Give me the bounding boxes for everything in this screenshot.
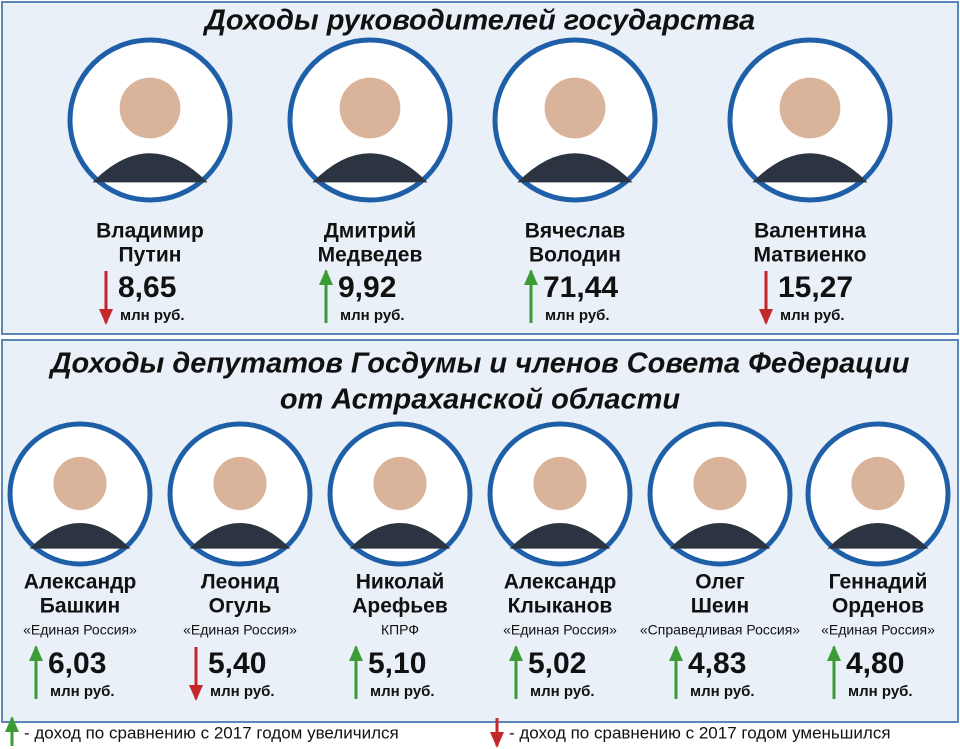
first-name: Олег (695, 571, 745, 594)
last-name: Шеин (691, 595, 749, 618)
party: КПРФ (381, 622, 419, 638)
arrow-head (759, 309, 773, 325)
arrow-up (524, 269, 538, 323)
arrow-head (5, 716, 19, 732)
income: 5,02 (528, 647, 586, 680)
arrow-down (99, 271, 113, 325)
first-name: Александр (24, 571, 137, 594)
arrow-up (349, 645, 363, 699)
last-name: Огуль (209, 595, 272, 618)
income-unit: млн руб. (530, 683, 595, 700)
photo-head (533, 456, 587, 511)
income: 9,92 (338, 271, 396, 304)
first-name: Александр (504, 571, 617, 594)
party: «Единая Россия» (821, 622, 935, 638)
first-name: Вячеслав (525, 220, 626, 243)
party: «Справедливая Россия» (640, 622, 800, 638)
income: 5,10 (368, 647, 426, 680)
party: «Единая Россия» (503, 622, 617, 638)
first-name: Геннадий (829, 571, 928, 594)
photo-head (851, 456, 905, 511)
income: 15,27 (778, 271, 853, 304)
income-unit: млн руб. (340, 307, 405, 324)
photo-body (92, 153, 208, 183)
photo-body (752, 153, 868, 183)
photo-body (669, 523, 771, 549)
photo-body (312, 153, 428, 183)
last-name: Клыканов (508, 595, 613, 618)
income-unit: млн руб. (120, 307, 185, 324)
arrow-head (509, 645, 523, 661)
last-name: Башкин (40, 595, 120, 618)
photo-head (119, 77, 181, 139)
arrow-head (99, 309, 113, 325)
income-unit: млн руб. (690, 683, 755, 700)
arrow-head (524, 269, 538, 285)
last-name: Путин (119, 244, 182, 267)
arrow-head (669, 645, 683, 661)
arrow-down (759, 271, 773, 325)
photo-head (213, 456, 267, 511)
photo-head (544, 77, 606, 139)
income: 8,65 (118, 271, 176, 304)
arrow-head (490, 732, 504, 748)
photo-body (349, 523, 451, 549)
arrow-up (669, 645, 683, 699)
photo-head (779, 77, 841, 139)
income-unit: млн руб. (210, 683, 275, 700)
first-name: Дмитрий (324, 220, 416, 243)
first-name: Валентина (754, 220, 866, 243)
photo-body (29, 523, 131, 549)
arrow-head (189, 685, 203, 701)
legend-up: - доход по сравнению с 2017 годом увелич… (24, 723, 399, 742)
income-unit: млн руб. (545, 307, 610, 324)
last-name: Медведев (318, 244, 423, 267)
arrow-down (189, 647, 203, 701)
section-title: Доходы депутатов Госдумы и членов Совета… (48, 348, 910, 380)
last-name: Орденов (832, 595, 924, 618)
arrow-head (349, 645, 363, 661)
income: 6,03 (48, 647, 106, 680)
photo-head (373, 456, 427, 511)
photo-head (693, 456, 747, 511)
title: Доходы руководителей государства (202, 5, 755, 37)
first-name: Владимир (96, 220, 204, 243)
arrow-down (490, 718, 504, 748)
photo-body (827, 523, 929, 549)
income-unit: млн руб. (370, 683, 435, 700)
last-name: Арефьев (352, 595, 448, 618)
photo-body (509, 523, 611, 549)
arrow-head (827, 645, 841, 661)
arrow-up (5, 716, 19, 746)
party: «Единая Россия» (183, 622, 297, 638)
arrow-up (509, 645, 523, 699)
first-name: Николай (356, 571, 445, 594)
income: 4,83 (688, 647, 746, 680)
income: 71,44 (543, 271, 618, 304)
arrow-head (319, 269, 333, 285)
arrow-up (29, 645, 43, 699)
income-unit: млн руб. (848, 683, 913, 700)
first-name: Леонид (201, 571, 279, 594)
income: 5,40 (208, 647, 266, 680)
income: 4,80 (846, 647, 904, 680)
photo-head (339, 77, 401, 139)
arrow-up (827, 645, 841, 699)
income-unit: млн руб. (50, 683, 115, 700)
photo-head (53, 456, 107, 511)
legend-down: - доход по сравнению с 2017 годом уменьш… (509, 723, 891, 742)
party: «Единая Россия» (23, 622, 137, 638)
bottom-panel (1, 339, 959, 723)
photo-body (517, 153, 633, 183)
arrow-up (319, 269, 333, 323)
photo-body (189, 523, 291, 549)
arrow-head (29, 645, 43, 661)
section-title: от Астраханской области (280, 384, 681, 416)
last-name: Матвиенко (754, 244, 867, 267)
income-unit: млн руб. (780, 307, 845, 324)
last-name: Володин (529, 244, 621, 267)
